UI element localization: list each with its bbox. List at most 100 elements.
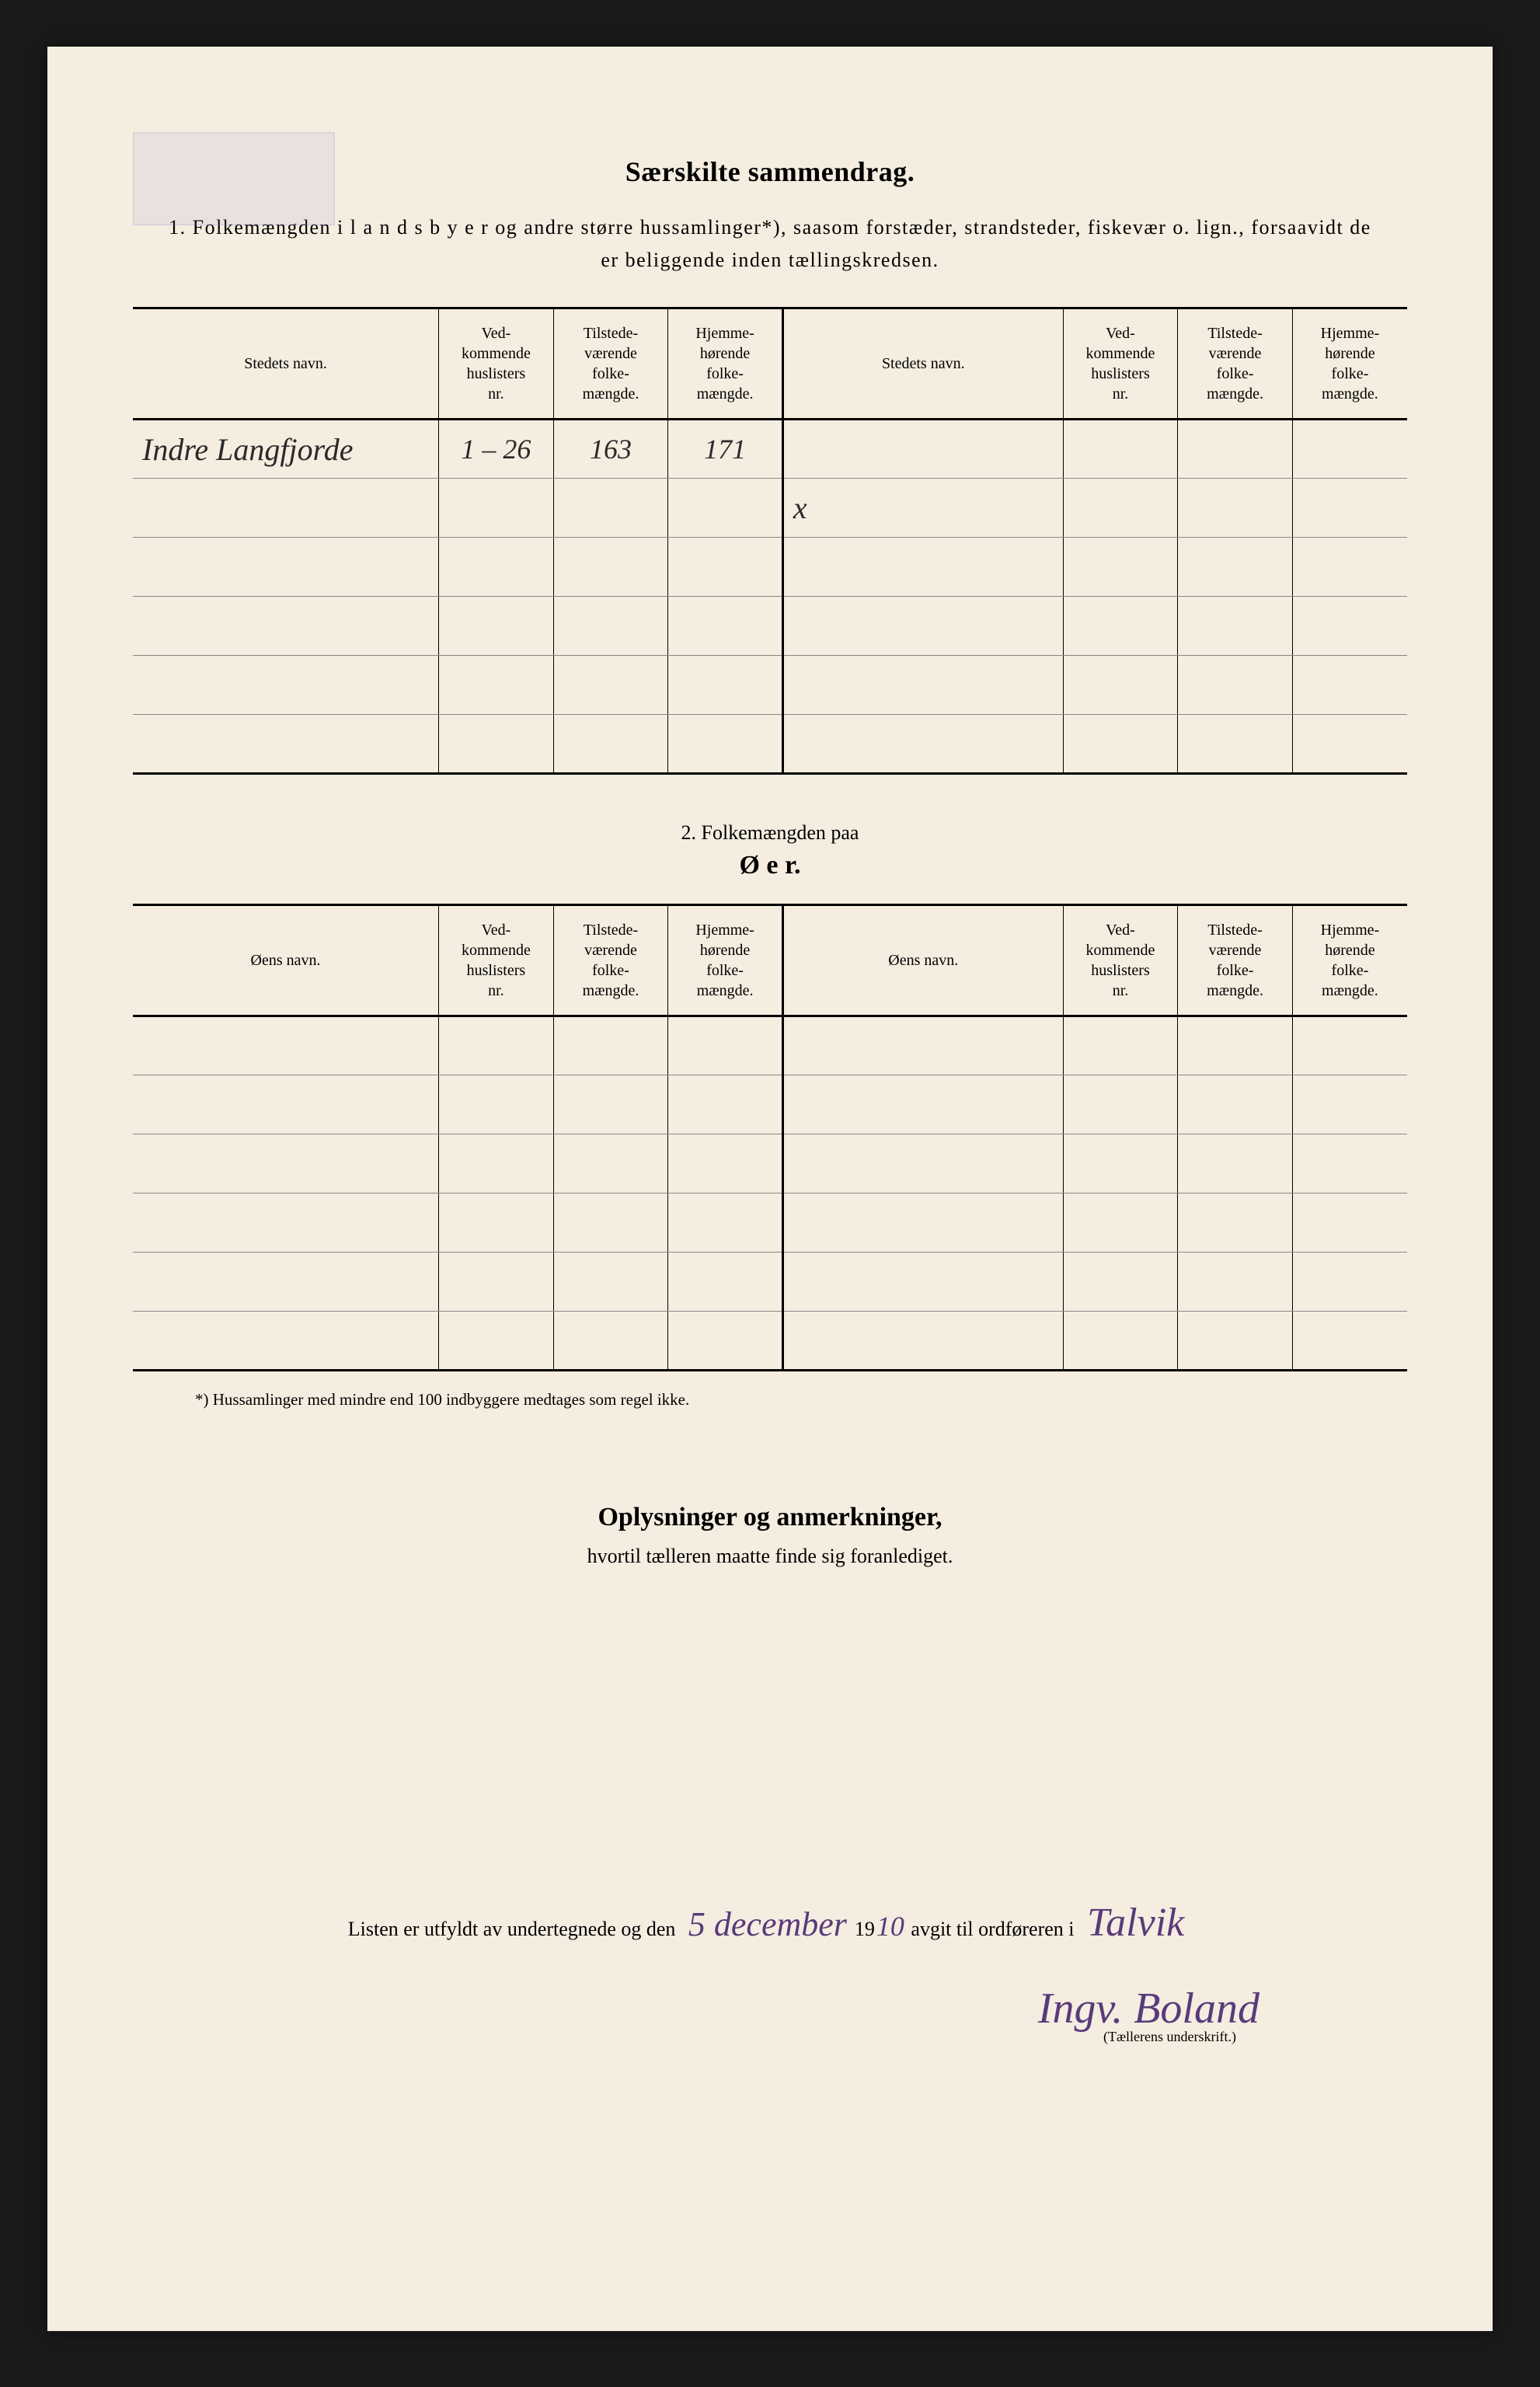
- section2-title: Ø e r.: [133, 851, 1407, 880]
- cell: [668, 1075, 783, 1134]
- th-col4: Ved- kommende huslisters nr.: [1063, 308, 1178, 420]
- table-row: [133, 1075, 1407, 1134]
- cell: [553, 1134, 668, 1194]
- cell: [133, 479, 439, 538]
- cell: [439, 1016, 554, 1075]
- cell: [1178, 597, 1293, 656]
- cell: [1063, 538, 1178, 597]
- cell: [1178, 1016, 1293, 1075]
- cell: [553, 1312, 668, 1371]
- cell: [1178, 656, 1293, 715]
- table-row: [133, 656, 1407, 715]
- cell: [1292, 1312, 1407, 1371]
- th-col1: Ved- kommende huslisters nr.: [439, 308, 554, 420]
- sig-name-handwritten: Ingv. Boland: [1030, 1985, 1267, 2033]
- notes-subtitle: hvortil tælleren maatte finde sig foranl…: [133, 1545, 1407, 1568]
- th2-col5: Tilstede- værende folke- mængde.: [1178, 905, 1293, 1016]
- table-row: [133, 1253, 1407, 1312]
- document-page: Særskilte sammendrag. 1. Folkemængden i …: [47, 47, 1493, 2331]
- cell: [1178, 538, 1293, 597]
- cell: [782, 1312, 1063, 1371]
- cell: [1063, 597, 1178, 656]
- table-oer: Øens navn. Ved- kommende huslisters nr. …: [133, 904, 1407, 1371]
- cell: [1063, 1134, 1178, 1194]
- cell: [439, 479, 554, 538]
- table-row: [133, 538, 1407, 597]
- th2-col3: Hjemme- hørende folke- mængde.: [668, 905, 783, 1016]
- cell: [439, 597, 554, 656]
- signature-line: Listen er utfyldt av undertegnede og den…: [133, 1879, 1407, 1967]
- cell: [1178, 420, 1293, 479]
- cell: 1 – 26: [439, 420, 554, 479]
- cell: [553, 538, 668, 597]
- cell: [553, 1253, 668, 1312]
- th-col3: Hjemme- hørende folke- mængde.: [668, 308, 783, 420]
- cell: Indre Langfjorde: [133, 420, 439, 479]
- cell: [439, 715, 554, 774]
- cell: [1063, 1312, 1178, 1371]
- cell: [133, 715, 439, 774]
- cell: [1292, 1075, 1407, 1134]
- th2-col2: Tilstede- værende folke- mængde.: [553, 905, 668, 1016]
- cell: [439, 1134, 554, 1194]
- sig-year-hand: 10: [875, 1911, 906, 1942]
- cell: [1292, 597, 1407, 656]
- cell: [1063, 1194, 1178, 1253]
- table-row: [133, 715, 1407, 774]
- cell: [782, 1016, 1063, 1075]
- sig-date-handwritten: 5 december: [681, 1905, 855, 1943]
- cell: [1292, 1194, 1407, 1253]
- cell: [782, 420, 1063, 479]
- cell: [553, 1075, 668, 1134]
- cell: [133, 1016, 439, 1075]
- cell: [133, 1312, 439, 1371]
- cell: [1178, 1312, 1293, 1371]
- cell: [668, 538, 783, 597]
- cell: [1178, 1134, 1293, 1194]
- cell: [1292, 420, 1407, 479]
- cell: [668, 1134, 783, 1194]
- table-row: [133, 1134, 1407, 1194]
- signature-name: Ingv. Boland: [133, 1984, 1407, 2033]
- cell: [1292, 715, 1407, 774]
- cell: [1292, 479, 1407, 538]
- cell: [1063, 420, 1178, 479]
- table-row: Indre Langfjorde1 – 26163171: [133, 420, 1407, 479]
- table-row: [133, 1194, 1407, 1253]
- cell: [553, 597, 668, 656]
- cell: [668, 1194, 783, 1253]
- cell: [1063, 1253, 1178, 1312]
- cell: [439, 1075, 554, 1134]
- sig-place-handwritten: Talvik: [1079, 1901, 1192, 1945]
- table-row: [133, 1016, 1407, 1075]
- cell: [1292, 538, 1407, 597]
- section2-label: 2. Folkemængden paa: [133, 821, 1407, 845]
- table-row: [133, 597, 1407, 656]
- cell: [1292, 1253, 1407, 1312]
- footnote: *) Hussamlinger med mindre end 100 indby…: [133, 1390, 1407, 1410]
- cell: [782, 1253, 1063, 1312]
- th-col6: Hjemme- hørende folke- mængde.: [1292, 308, 1407, 420]
- cell: [439, 1194, 554, 1253]
- cell: [439, 538, 554, 597]
- th-name-1: Stedets navn.: [133, 308, 439, 420]
- cell: [553, 1194, 668, 1253]
- sig-prefix: Listen er utfyldt av undertegnede og den: [348, 1918, 676, 1940]
- cell: [439, 1312, 554, 1371]
- th2-col4: Ved- kommende huslisters nr.: [1063, 905, 1178, 1016]
- cell: [553, 715, 668, 774]
- cell: [133, 1075, 439, 1134]
- cell: [782, 597, 1063, 656]
- cell: [668, 656, 783, 715]
- th2-col1: Ved- kommende huslisters nr.: [439, 905, 554, 1016]
- cell: [133, 656, 439, 715]
- signature-caption: (Tællerens underskrift.): [133, 2029, 1407, 2045]
- th-col2: Tilstede- værende folke- mængde.: [553, 308, 668, 420]
- cell: 163: [553, 420, 668, 479]
- cell: [1063, 1016, 1178, 1075]
- cell: [133, 1194, 439, 1253]
- cell: [782, 1194, 1063, 1253]
- cell: [133, 538, 439, 597]
- cell: [133, 597, 439, 656]
- cell: [553, 1016, 668, 1075]
